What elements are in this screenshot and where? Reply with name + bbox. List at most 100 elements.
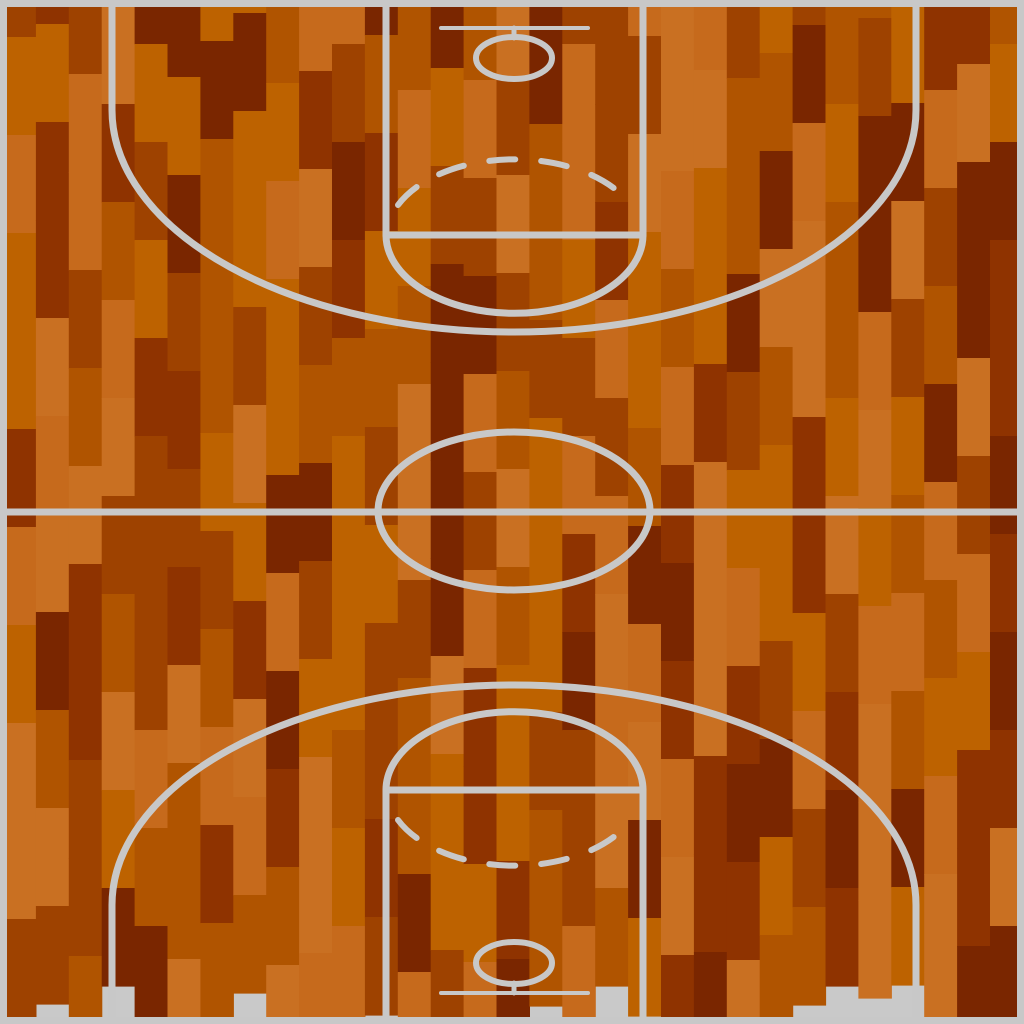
wood-plank xyxy=(266,475,300,574)
wood-plank xyxy=(364,819,399,918)
wood-plank xyxy=(233,3,267,14)
wood-plank xyxy=(3,135,37,234)
wood-plank xyxy=(726,470,761,569)
wood-plank xyxy=(3,527,37,626)
wood-plank xyxy=(299,169,333,268)
wood-plank xyxy=(957,358,991,457)
wood-plank xyxy=(167,469,201,568)
wood-plank xyxy=(463,80,498,179)
wood-plank xyxy=(35,514,70,613)
wood-plank xyxy=(726,960,761,1021)
wood-plank xyxy=(792,417,827,516)
wood-plank xyxy=(332,730,366,829)
wood-plank xyxy=(3,37,37,136)
wood-plank xyxy=(693,168,728,267)
wood-plank xyxy=(957,64,991,163)
wood-plank xyxy=(891,5,925,104)
wood-plank xyxy=(759,249,794,348)
wood-plank xyxy=(397,580,432,679)
wood-plank xyxy=(990,44,1021,143)
wood-plank xyxy=(68,760,103,859)
wood-plank xyxy=(726,3,761,79)
wood-plank xyxy=(397,286,432,385)
wood-plank xyxy=(101,692,136,791)
wood-plank xyxy=(924,580,958,679)
wood-plank xyxy=(562,436,596,535)
wood-plank xyxy=(891,397,925,496)
free-throw-circle-bottom xyxy=(382,708,647,794)
wood-plank xyxy=(957,3,991,65)
wood-plank xyxy=(101,202,136,301)
wood-plank xyxy=(299,855,333,954)
wood-plank xyxy=(200,41,234,140)
wood-plank xyxy=(924,286,958,385)
wood-plank xyxy=(299,71,333,170)
wood-plank xyxy=(957,848,991,947)
free-throw-circle-dashed-top xyxy=(395,156,634,208)
wood-plank xyxy=(3,821,37,920)
wood-plank xyxy=(167,567,201,666)
wood-plank xyxy=(990,632,1021,731)
wood-plank xyxy=(299,365,333,464)
wood-plank xyxy=(693,70,728,169)
wood-plank xyxy=(792,25,827,124)
wood-plank xyxy=(299,3,333,72)
wood-plank xyxy=(957,162,991,261)
wood-plank xyxy=(990,730,1021,829)
wood-plank xyxy=(68,270,103,369)
wood-plank xyxy=(266,867,300,966)
wood-plank xyxy=(924,3,958,91)
wood-plank xyxy=(68,662,103,761)
wood-plank xyxy=(726,568,761,667)
wood-plank xyxy=(134,44,169,143)
wood-plank xyxy=(628,526,662,625)
wood-plank xyxy=(529,908,563,1007)
wood-plank xyxy=(496,763,530,862)
wood-plank xyxy=(68,172,103,271)
wood-plank xyxy=(266,769,300,868)
wood-plank xyxy=(430,656,465,755)
wood-plank xyxy=(3,331,37,430)
wood-plank xyxy=(266,181,300,280)
wood-plank xyxy=(924,972,958,1021)
wood-plank xyxy=(332,338,366,437)
wood-plank xyxy=(759,151,794,250)
wood-plank xyxy=(661,759,695,858)
wood-plank xyxy=(35,318,70,417)
wood-plank xyxy=(496,273,530,372)
wood-plank xyxy=(233,895,267,994)
wood-plank xyxy=(35,808,70,907)
wood-plank xyxy=(759,53,794,152)
wood-plank xyxy=(35,906,70,1005)
wood-plank xyxy=(266,377,300,476)
wood-plank xyxy=(3,625,37,724)
wood-plank xyxy=(759,445,794,544)
wood-plank xyxy=(134,436,169,535)
wood-plank xyxy=(726,862,761,961)
wood-plank xyxy=(3,233,37,332)
wood-plank xyxy=(924,776,958,875)
wood-plank xyxy=(200,139,234,238)
wood-plank xyxy=(628,624,662,723)
wood-plank xyxy=(990,534,1021,633)
wood-plank xyxy=(397,874,432,973)
wood-plank xyxy=(463,766,498,865)
wood-plank xyxy=(726,176,761,275)
wood-plank xyxy=(529,124,563,223)
wood-plank xyxy=(397,972,432,1021)
wood-plank xyxy=(858,312,892,411)
wood-plank xyxy=(924,384,958,483)
wood-plank xyxy=(693,756,728,855)
wood-plank xyxy=(430,852,465,951)
wood-plank xyxy=(167,665,201,764)
wood-plank xyxy=(463,178,498,277)
wood-plank xyxy=(693,364,728,463)
wood-plank xyxy=(562,730,596,829)
wood-plank xyxy=(68,956,103,1021)
wood-plank xyxy=(759,837,794,936)
wood-plank xyxy=(167,959,201,1021)
wood-plank xyxy=(792,515,827,614)
wood-plank xyxy=(134,534,169,633)
wood-plank xyxy=(990,338,1021,437)
